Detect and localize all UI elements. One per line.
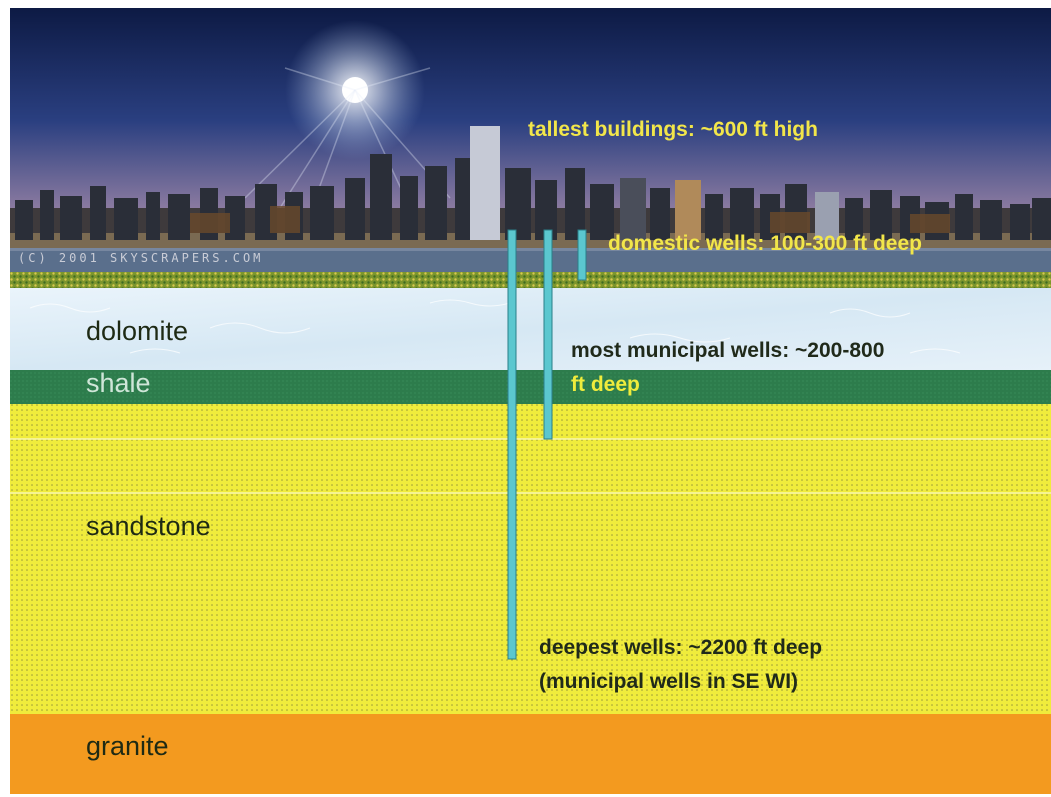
copyright-text: (C) 2001 SKYSCRAPERS.COM bbox=[18, 251, 264, 265]
shale-label: shale bbox=[86, 368, 151, 398]
granite-label: granite bbox=[86, 731, 169, 761]
sandstone-layer bbox=[10, 404, 1051, 714]
deepest-wells-annotation-line2: (municipal wells in SE WI) bbox=[539, 670, 799, 693]
deepest-well bbox=[507, 229, 517, 660]
dolomite-label: dolomite bbox=[86, 316, 189, 346]
sandstone-label: sandstone bbox=[86, 511, 211, 541]
city-skyline bbox=[10, 126, 1051, 250]
municipal-well bbox=[543, 229, 553, 440]
grass-layer bbox=[10, 272, 1051, 288]
dolomite-texture bbox=[29, 299, 961, 354]
water bbox=[10, 248, 1051, 272]
municipal-wells-annotation-line2: ft deep bbox=[571, 373, 640, 396]
shale-layer bbox=[10, 370, 1051, 404]
deepest-wells-annotation-line1: deepest wells: ~2200 ft deep bbox=[539, 636, 823, 659]
sun-icon bbox=[342, 77, 368, 103]
dolomite-layer bbox=[10, 288, 1051, 370]
municipal-wells-annotation-line1: most municipal wells: ~200-800 bbox=[571, 339, 885, 362]
domestic-wells-annotation: domestic wells: 100-300 ft deep bbox=[608, 232, 922, 255]
geology-diagram bbox=[10, 8, 1051, 794]
granite-layer bbox=[10, 714, 1051, 794]
domestic-well bbox=[577, 229, 587, 281]
buildings-annotation: tallest buildings: ~600 ft high bbox=[528, 118, 818, 141]
